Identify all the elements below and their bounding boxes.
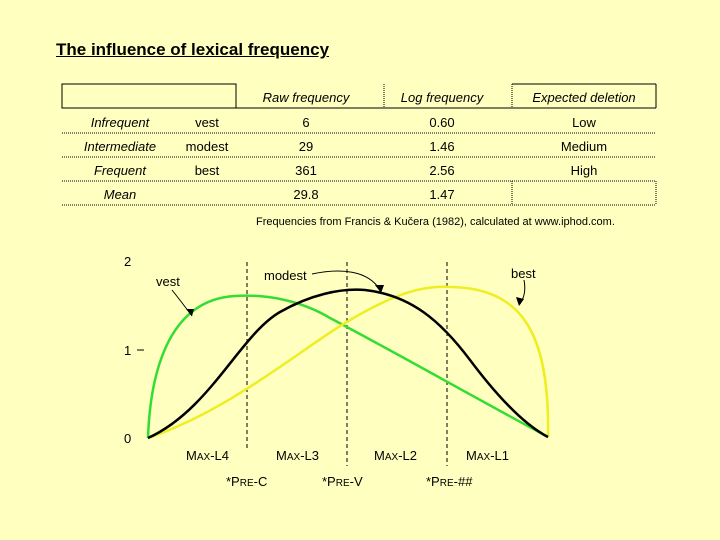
y-tick-label: 1	[124, 343, 131, 358]
row-deletion: Low	[572, 115, 596, 130]
row-raw: 29.8	[293, 187, 319, 202]
constraint-label: *PRE-##	[426, 474, 473, 489]
header-raw-frequency: Raw frequency	[262, 90, 350, 105]
best-label: best	[511, 266, 536, 281]
row-word: vest	[195, 115, 219, 130]
row-word: best	[194, 163, 220, 178]
modest-arrow	[311, 270, 381, 291]
y-tick-label: 2	[124, 254, 131, 269]
row-category: Mean	[103, 187, 137, 202]
row-category: Intermediate	[83, 139, 157, 154]
row-deletion: Medium	[560, 139, 608, 154]
row-log: 1.47	[429, 187, 455, 202]
row-log: 0.60	[429, 115, 455, 130]
y-tick-label: 0	[124, 431, 131, 446]
row-raw: 361	[295, 163, 317, 178]
constraint-label: MAX-L4	[186, 448, 229, 463]
row-log: 2.56	[429, 163, 455, 178]
vest-label: vest	[156, 274, 180, 289]
constraint-label: MAX-L2	[374, 448, 417, 463]
modest-curve	[147, 288, 549, 440]
header-log-frequency: Log frequency	[400, 90, 484, 105]
row-raw: 29	[298, 139, 314, 154]
row-log: 1.46	[429, 139, 455, 154]
modest-arrowhead	[375, 285, 384, 293]
constraint-label: MAX-L3	[276, 448, 319, 463]
row-raw: 6	[302, 115, 310, 130]
constraint-label: MAX-L1	[466, 448, 509, 463]
modest-label: modest	[264, 268, 307, 283]
constraint-label: *PRE-V	[322, 474, 363, 489]
header-expected-deletion: Expected deletion	[532, 90, 636, 105]
row-category: Frequent	[93, 163, 147, 178]
constraint-label: *PRE-C	[226, 474, 267, 489]
best-curve	[147, 285, 550, 440]
row-word: modest	[185, 139, 229, 154]
vest-curve	[146, 294, 549, 439]
row-deletion: High	[570, 163, 598, 178]
vest-arrowhead	[186, 309, 194, 316]
table-caption: Frequencies from Francis & Kučera (1982)…	[256, 216, 615, 228]
page-title: The influence of lexical frequency	[56, 40, 330, 59]
row-category: Infrequent	[90, 115, 150, 130]
best-arrowhead	[516, 297, 524, 306]
